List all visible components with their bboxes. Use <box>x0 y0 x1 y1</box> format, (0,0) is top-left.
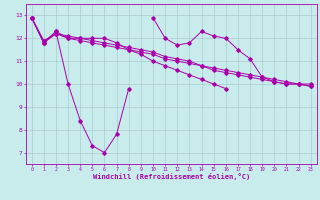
X-axis label: Windchill (Refroidissement éolien,°C): Windchill (Refroidissement éolien,°C) <box>92 173 250 180</box>
